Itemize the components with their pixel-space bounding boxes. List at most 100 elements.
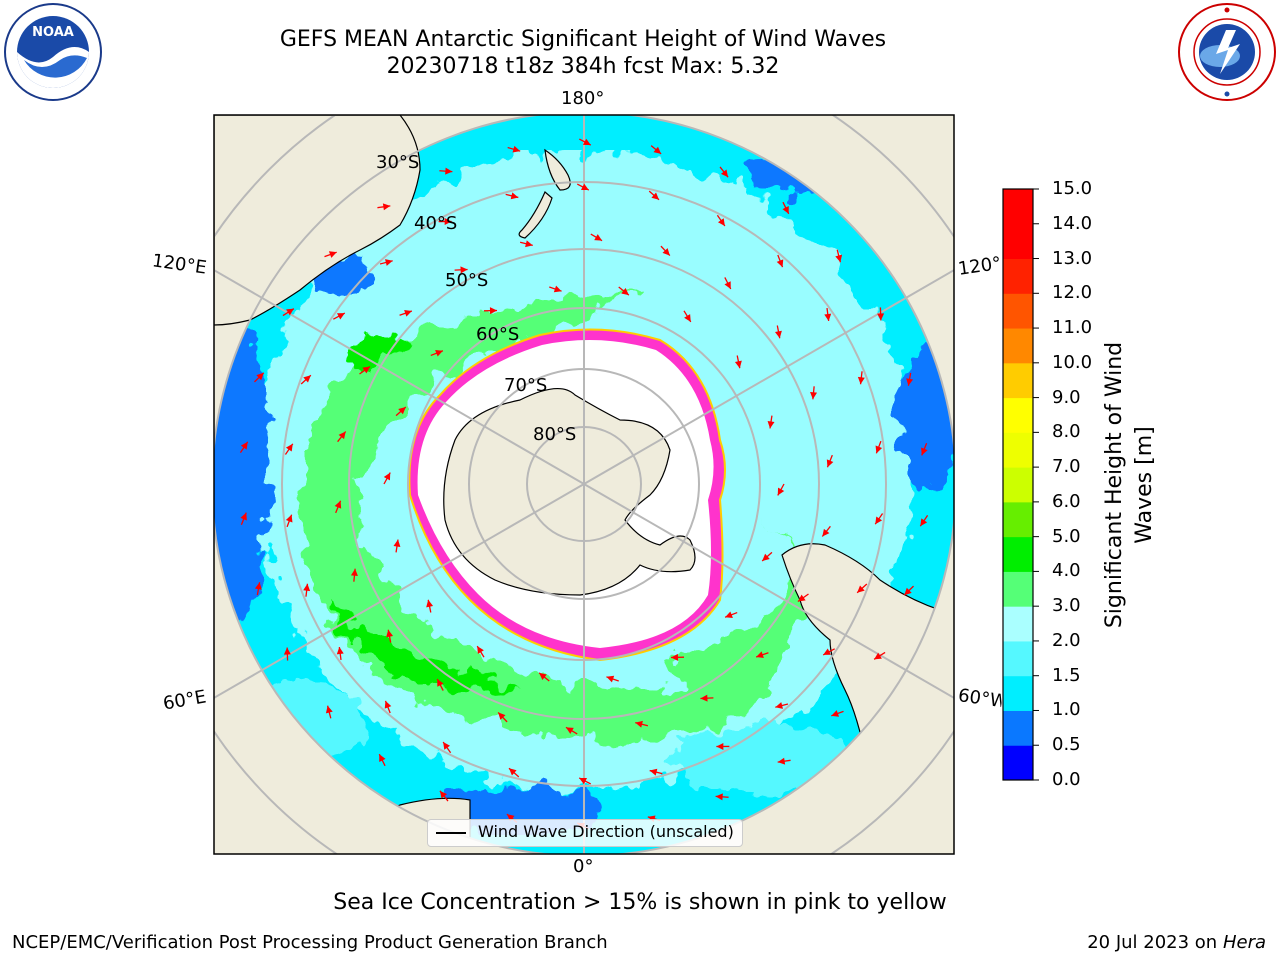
colorbar-segment xyxy=(1003,397,1033,433)
colorbar-segment xyxy=(1003,362,1033,399)
wave-arrow-head xyxy=(286,308,294,316)
lat-label-70s: 70°S xyxy=(504,375,548,396)
wave-arrow-head xyxy=(725,611,733,619)
wave-arrow-head xyxy=(508,768,517,776)
wave-arrow-head xyxy=(777,757,786,765)
wave-arrow-head xyxy=(700,694,708,702)
wave-arrow-head xyxy=(797,594,806,602)
wave-arrow-head xyxy=(393,539,401,547)
wave-arrow-head xyxy=(303,583,311,592)
wave-arrow-head xyxy=(662,248,670,256)
wave-arrow-head xyxy=(350,568,358,577)
wave-arrow-head xyxy=(767,421,775,429)
colorbar-tick-label: 2.0 xyxy=(1052,629,1081,651)
colorbar-title-line1: Significant Height of Wind xyxy=(1102,341,1127,629)
wave-arrow-head xyxy=(444,218,452,226)
wave-arrow-head xyxy=(334,500,342,509)
wave-arrow-head xyxy=(875,516,883,525)
wave-arrow-head xyxy=(823,648,832,655)
wave-arrow-head xyxy=(756,651,764,659)
wave-arrow-head xyxy=(580,183,589,191)
colorbar-segment xyxy=(1003,640,1033,677)
wave-arrow-head xyxy=(653,146,662,154)
lon-label-180: 180° xyxy=(561,88,605,109)
wave-arrow-head xyxy=(489,307,497,315)
wave-arrow-head xyxy=(734,360,742,369)
footer-date-text: 20 Jul 2023 on xyxy=(1087,932,1223,953)
wave-arrow-head xyxy=(684,314,691,322)
wave-arrow-head xyxy=(715,793,723,801)
colorbar-segment xyxy=(1003,571,1033,607)
wave-arrow-head xyxy=(336,313,345,320)
wave-arrow-head xyxy=(460,266,468,274)
map-frame xyxy=(213,114,955,855)
colorbar-title-line2: Waves [m] xyxy=(1132,426,1157,544)
map-legend: Wind Wave Direction (unscaled) xyxy=(427,819,743,847)
wave-arrow-head xyxy=(671,653,679,661)
wave-arrow-head xyxy=(582,138,591,146)
footer-date: 20 Jul 2023 on Hera xyxy=(1087,932,1266,953)
wave-arrow-head xyxy=(512,145,521,153)
wave-arrow-head xyxy=(426,599,434,608)
wave-arrow-head xyxy=(651,192,660,200)
wave-arrow-head xyxy=(525,240,533,248)
wave-arrow-head xyxy=(835,254,843,263)
wave-arrow-head xyxy=(857,376,865,385)
wave-arrow-head xyxy=(822,528,830,537)
wave-arrow-head xyxy=(510,192,519,200)
wave-arrow-head xyxy=(285,514,293,523)
colorbar-segment xyxy=(1003,432,1033,468)
colorbar-tick-label: 9.0 xyxy=(1052,386,1081,408)
wave-arrow-head xyxy=(437,678,444,687)
wave-arrow-head xyxy=(240,512,247,521)
colorbar-tick-label: 1.0 xyxy=(1052,699,1081,721)
wave-arrow-head xyxy=(621,288,629,296)
colorbar-tick-label: 15.0 xyxy=(1052,178,1093,199)
colorbar-tick-marks xyxy=(1033,188,1039,781)
lat-label-30s: 30°S xyxy=(376,152,420,173)
lat-label-40s: 40°S xyxy=(414,213,458,234)
wave-arrow-head xyxy=(826,459,834,468)
wave-arrow-head xyxy=(240,441,248,450)
wave-arrow-head xyxy=(379,754,386,762)
map-subtitle: 20230718 t18z 384h fcst Max: 5.32 xyxy=(386,54,780,79)
colorbar-tick-label: 6.0 xyxy=(1052,490,1081,512)
colorbar-tick-label: 0.0 xyxy=(1052,769,1081,790)
colorbar-segment xyxy=(1003,501,1033,538)
wave-arrow-head xyxy=(565,727,574,734)
lat-label-50s: 50°S xyxy=(445,270,489,291)
graticule xyxy=(214,115,954,854)
wave-arrow-head xyxy=(256,372,264,381)
sea-ice-note: Sea Ice Concentration > 15% is shown in … xyxy=(333,890,947,915)
wave-arrow-head xyxy=(920,518,928,527)
wave-arrow-head xyxy=(649,768,658,776)
footer-host: Hera xyxy=(1222,932,1266,953)
wave-arrow-head xyxy=(906,378,914,386)
wave-arrow-head xyxy=(717,218,725,226)
wave-arrow-head xyxy=(874,652,882,660)
wave-arrow-head xyxy=(383,472,391,481)
wave-arrow-head xyxy=(445,167,453,175)
colorbar-tick-label: 1.5 xyxy=(1052,664,1081,686)
colorbar-segment xyxy=(1003,745,1033,781)
wave-direction-arrows xyxy=(239,138,929,830)
wave-arrow-head xyxy=(398,407,406,415)
colorbar-tick-label: 12.0 xyxy=(1052,282,1093,304)
wave-arrow-head xyxy=(435,349,443,357)
wave-arrow-head xyxy=(404,309,412,317)
wave-arrow-head xyxy=(477,646,484,654)
wave-arrow-head xyxy=(362,366,371,374)
wave-arrow-head xyxy=(285,443,293,452)
wave-arrow-head xyxy=(384,700,392,709)
wave-arrow-head xyxy=(539,672,547,680)
wave-arrow-head xyxy=(385,259,393,266)
wave-arrow-head xyxy=(594,234,603,241)
colorbar-tick-label: 14.0 xyxy=(1052,212,1093,234)
wave-arrow-head xyxy=(498,712,506,720)
wave-arrow-head xyxy=(904,587,912,596)
footer-credit: NCEP/EMC/Verification Post Processing Pr… xyxy=(12,932,608,953)
wave-arrow-head xyxy=(775,702,783,709)
wave-arrow-head xyxy=(635,720,643,728)
wave-arrow-head xyxy=(283,647,291,655)
